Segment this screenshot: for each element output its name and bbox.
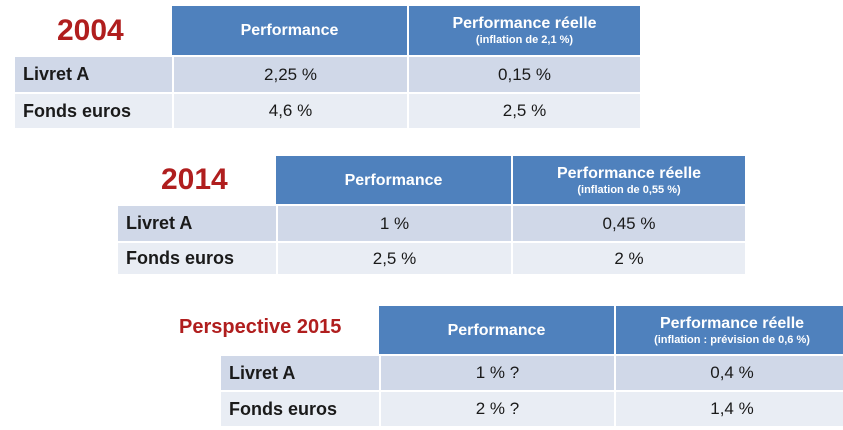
- header-real-performance: Performance réelle (inflation : prévisio…: [614, 306, 843, 354]
- cell-real-fonds-euros: 2,5 %: [407, 92, 640, 128]
- cell-perf-livret-a: 1 % ?: [379, 356, 614, 390]
- cell-real-fonds-euros: 1,4 %: [614, 390, 843, 426]
- header-real-performance: Performance réelle (inflation de 2,1 %): [407, 6, 640, 55]
- header-performance-label: Performance: [344, 171, 443, 189]
- cell-perf-livret-a: 1 %: [276, 206, 511, 241]
- table-title-2015: Perspective 2015: [179, 316, 342, 338]
- row-label-livret-a: Livret A: [15, 57, 172, 92]
- row-label-fonds-euros: Fonds euros: [118, 241, 276, 274]
- header-performance: Performance: [379, 306, 614, 354]
- header-real-performance-label: Performance réelle: [556, 164, 702, 182]
- row-label-fonds-euros: Fonds euros: [15, 92, 172, 128]
- header-performance-label: Performance: [240, 22, 339, 39]
- header-real-performance-label: Performance réelle: [659, 314, 805, 332]
- cell-perf-fonds-euros: 4,6 %: [172, 92, 407, 128]
- header-real-performance-label: Performance réelle: [452, 15, 597, 32]
- header-real-performance: Performance réelle (inflation de 0,55 %): [511, 156, 745, 204]
- cell-real-livret-a: 0,15 %: [407, 57, 640, 92]
- cell-perf-livret-a: 2,25 %: [172, 57, 407, 92]
- table-title-2014: 2014: [161, 163, 228, 196]
- header-inflation-note: (inflation : prévision de 0,6 %): [654, 333, 810, 346]
- cell-real-livret-a: 0,4 %: [614, 356, 843, 390]
- header-inflation-note: (inflation de 2,1 %): [475, 34, 574, 46]
- cell-real-fonds-euros: 2 %: [511, 241, 745, 274]
- header-performance: Performance: [172, 6, 407, 55]
- cell-perf-fonds-euros: 2,5 %: [276, 241, 511, 274]
- row-label-livret-a: Livret A: [221, 356, 379, 390]
- cell-real-livret-a: 0,45 %: [511, 206, 745, 241]
- cell-perf-fonds-euros: 2 % ?: [379, 390, 614, 426]
- row-label-fonds-euros: Fonds euros: [221, 390, 379, 426]
- header-performance-label: Performance: [447, 321, 546, 339]
- table-title-2004: 2004: [57, 14, 124, 47]
- header-performance: Performance: [276, 156, 511, 204]
- row-label-livret-a: Livret A: [118, 206, 276, 241]
- header-inflation-note: (inflation de 0,55 %): [577, 183, 681, 196]
